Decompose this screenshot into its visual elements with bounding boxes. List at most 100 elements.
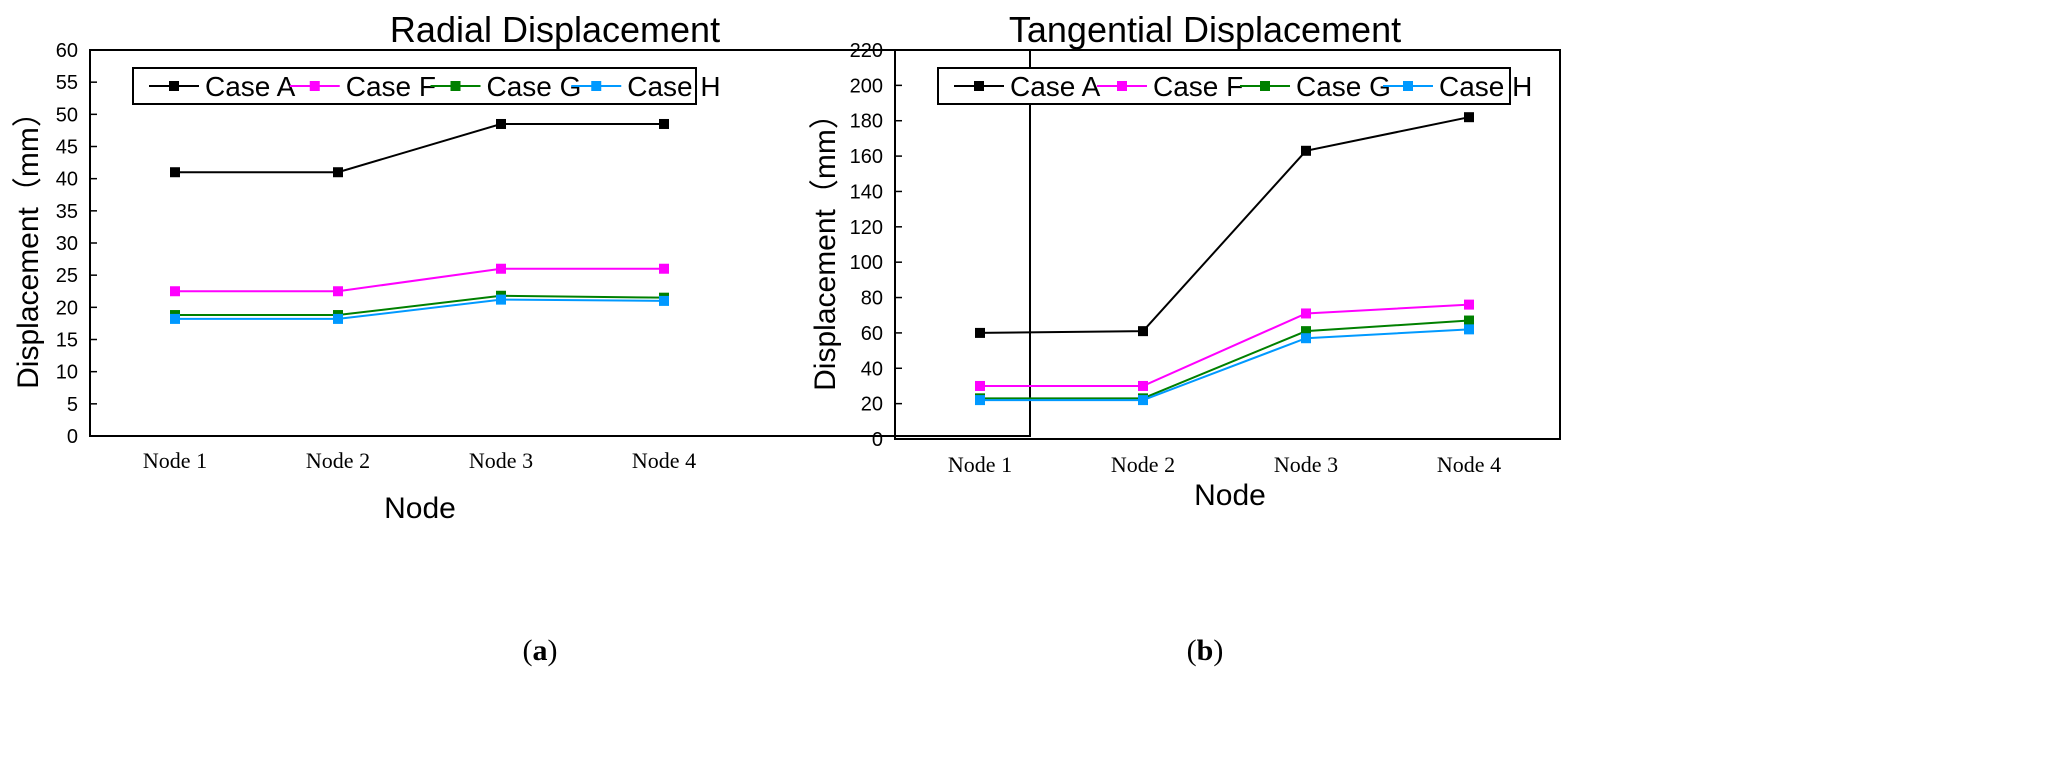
panel-letter: b	[1197, 634, 1214, 667]
y-tick-label: 60	[861, 323, 883, 345]
series-group	[170, 118, 669, 324]
chart-title: Radial Displacement	[390, 9, 720, 50]
series-line-case-a	[175, 122, 664, 174]
x-axis-label: Node	[384, 492, 456, 525]
data-point	[975, 380, 985, 391]
x-tick-label: Node 4	[632, 448, 696, 473]
chart-tangential-displacement: Tangential Displacement Displacement（mm）…	[809, 9, 1561, 667]
panel-close: )	[548, 634, 558, 667]
x-ticks: Node 1 Node 2 Node 3 Node 4	[143, 448, 696, 473]
data-point	[496, 118, 506, 129]
series-line-case-h	[175, 298, 665, 320]
legend: Case A Case F Case G Case H	[937, 67, 1532, 105]
series-line-case-g	[175, 294, 665, 317]
legend-marker	[450, 81, 461, 91]
y-tick-label: 20	[861, 394, 883, 416]
y-tick-label: 40	[861, 358, 883, 380]
panel-letter: a	[533, 634, 548, 667]
data-point	[1301, 326, 1311, 337]
panel-open: (	[523, 634, 533, 667]
data-point	[333, 286, 343, 297]
y-tick-label: 30	[56, 233, 78, 255]
y-tick-label: 100	[850, 252, 883, 274]
y-tick-label: 35	[56, 201, 78, 223]
data-point	[659, 118, 669, 129]
y-tick-label: 25	[56, 265, 78, 287]
data-point	[496, 263, 506, 274]
x-ticks: Node 1 Node 2 Node 3 Node 4	[948, 452, 1501, 477]
y-tick-label: 5	[67, 394, 78, 416]
data-point	[1464, 315, 1474, 326]
data-point	[1138, 326, 1148, 337]
legend-label: Case H	[1439, 71, 1532, 102]
y-axis-label: Displacement（mm）	[12, 97, 45, 389]
data-point	[333, 313, 343, 324]
series-line-case-h	[980, 328, 1470, 402]
y-tick-label: 55	[56, 72, 78, 94]
y-tick-label: 120	[850, 217, 883, 239]
y-ticks: 0 5 10 15 20 25 30 35 40 45 50 55 60	[56, 40, 97, 448]
x-tick-label: Node 1	[948, 452, 1012, 477]
legend-label: Case F	[346, 71, 436, 102]
legend-label: Case G	[1296, 71, 1391, 102]
data-point	[659, 263, 669, 274]
data-point	[659, 295, 669, 306]
data-point	[170, 286, 180, 297]
legend-marker	[1260, 81, 1270, 91]
legend-marker	[591, 81, 602, 91]
legend-marker	[1403, 81, 1413, 91]
panel-close: )	[1213, 634, 1223, 667]
legend-label: Case A	[1010, 71, 1101, 102]
series-group	[975, 112, 1474, 406]
y-tick-label: 10	[56, 362, 78, 384]
chart-title: Tangential Displacement	[1009, 9, 1401, 50]
series-line-case-a	[979, 116, 1470, 334]
y-tick-label: 180	[850, 111, 883, 133]
data-point	[496, 294, 506, 305]
y-ticks: 0 20 40 60 80 100 120 140 160 180 200 220	[850, 40, 902, 451]
data-point	[170, 313, 180, 324]
data-point	[1301, 308, 1311, 319]
x-tick-label: Node 3	[469, 448, 533, 473]
y-tick-label: 50	[56, 104, 78, 126]
x-tick-label: Node 3	[1274, 452, 1338, 477]
panel-label: (a)	[523, 634, 558, 667]
y-tick-label: 0	[67, 426, 78, 448]
x-axis-label: Node	[1194, 479, 1266, 512]
data-point	[1138, 380, 1148, 391]
data-point	[1464, 299, 1474, 310]
x-tick-label: Node 4	[1437, 452, 1501, 477]
legend-marker	[169, 81, 179, 91]
data-point	[333, 167, 343, 178]
legend-marker	[1117, 81, 1127, 91]
chart-radial-displacement: Radial Displacement Displacement（mm） Nod…	[12, 9, 1031, 667]
plot-area	[89, 49, 1031, 437]
y-tick-label: 20	[56, 297, 78, 319]
x-tick-label: Node 1	[143, 448, 207, 473]
legend-label: Case G	[487, 71, 582, 102]
data-point	[975, 327, 985, 338]
y-tick-label: 80	[861, 288, 883, 310]
y-tick-label: 40	[56, 169, 78, 191]
data-point	[170, 167, 180, 178]
y-tick-label: 45	[56, 137, 78, 159]
data-point	[1301, 145, 1311, 156]
y-axis-label: Displacement（mm）	[809, 99, 842, 391]
y-tick-label: 0	[872, 429, 883, 451]
legend-label: Case H	[627, 71, 720, 102]
legend-marker	[974, 81, 984, 91]
legend-label: Case A	[205, 71, 296, 102]
plot-area	[894, 49, 1561, 440]
data-point	[1464, 112, 1474, 123]
panel-label: (b)	[1187, 634, 1224, 667]
series-line-case-g	[980, 319, 1470, 400]
y-tick-label: 220	[850, 40, 883, 62]
legend-marker	[309, 81, 320, 91]
data-point	[1138, 395, 1148, 406]
data-point	[975, 395, 985, 406]
legend-label: Case F	[1153, 71, 1243, 102]
y-tick-label: 140	[850, 181, 883, 203]
y-tick-label: 15	[56, 330, 78, 352]
data-point	[1301, 333, 1311, 344]
